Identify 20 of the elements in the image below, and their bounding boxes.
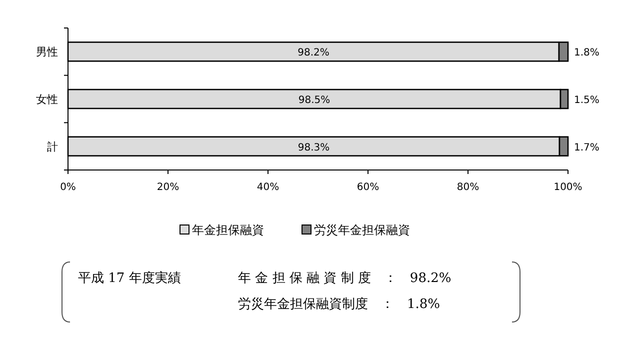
x-tick-label: 40% (256, 182, 280, 193)
text: 年 金 担 保 融 資 制 度 ： 98.2% (238, 270, 452, 286)
x-tick-label: 60% (356, 182, 380, 193)
x-tick-label: 80% (456, 182, 480, 193)
text: 労災年金担保融資制度 ： 1.8% (238, 296, 440, 312)
y-tick-label: 男性 (36, 46, 58, 59)
x-tick-label: 0% (60, 182, 76, 193)
data-label: 1.5% (574, 95, 600, 106)
y-tick-label: 計 (47, 140, 58, 154)
text: 平成 17 年度実績 (78, 270, 181, 286)
x-tick-label: 20% (156, 182, 180, 193)
data-label: 98.3% (298, 142, 330, 154)
x-tick-label: 100% (554, 182, 582, 193)
legend-label: 労災年金担保融資 (314, 223, 410, 237)
data-label: 1.7% (574, 142, 600, 154)
data-label: 98.5% (298, 95, 330, 106)
data-label: 1.8% (574, 48, 600, 59)
y-tick-label: 女性 (36, 93, 58, 106)
data-label: 98.2% (298, 48, 330, 59)
legend-label: 年金担保融資 (192, 223, 264, 237)
